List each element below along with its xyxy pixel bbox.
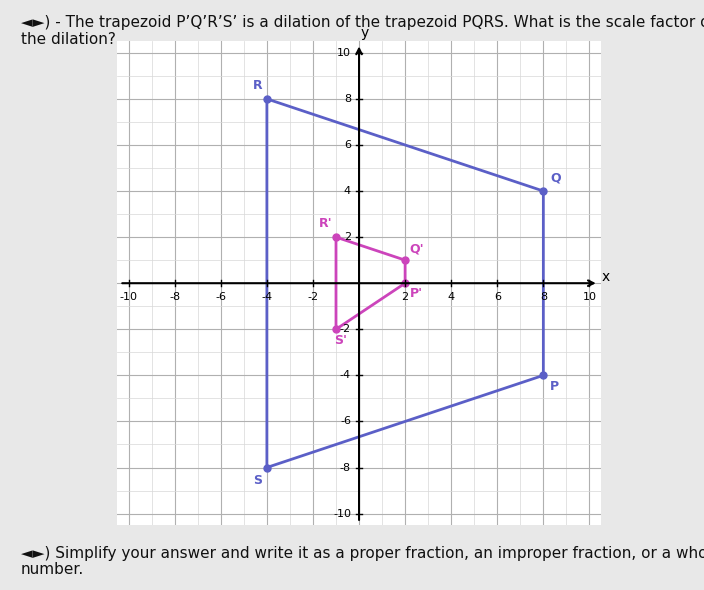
Text: ◄►) ­ The trapezoid P’Q’R’S’ is a dilation of the trapezoid PQRS. What is the sc: ◄►) ­ The trapezoid P’Q’R’S’ is a dilati… <box>21 15 704 30</box>
Text: Q': Q' <box>410 242 425 255</box>
Text: Q: Q <box>551 171 561 184</box>
Text: 2: 2 <box>401 293 409 303</box>
Text: the dilation?: the dilation? <box>21 32 116 47</box>
Text: 4: 4 <box>448 293 455 303</box>
Text: -6: -6 <box>340 417 351 427</box>
Text: 10: 10 <box>582 293 596 303</box>
Text: -4: -4 <box>261 293 272 303</box>
Text: 4: 4 <box>344 186 351 196</box>
Text: -8: -8 <box>169 293 180 303</box>
Text: x: x <box>602 270 610 284</box>
Text: 10: 10 <box>337 48 351 58</box>
Text: -4: -4 <box>340 371 351 381</box>
Text: number.: number. <box>21 562 84 576</box>
Text: -2: -2 <box>340 324 351 335</box>
Text: 8: 8 <box>540 293 547 303</box>
Text: 6: 6 <box>494 293 501 303</box>
Text: -6: -6 <box>215 293 226 303</box>
Text: -2: -2 <box>308 293 318 303</box>
Text: ◄►) Simplify your answer and write it as a proper fraction, an improper fraction: ◄►) Simplify your answer and write it as… <box>21 546 704 560</box>
Text: R: R <box>253 79 263 92</box>
Text: S': S' <box>334 334 346 347</box>
Text: -10: -10 <box>333 509 351 519</box>
Text: S: S <box>253 474 263 487</box>
Text: -8: -8 <box>340 463 351 473</box>
Text: -10: -10 <box>120 293 138 303</box>
Text: P: P <box>551 380 560 393</box>
Text: 2: 2 <box>344 232 351 242</box>
Text: 8: 8 <box>344 94 351 104</box>
Text: y: y <box>360 26 369 40</box>
Text: R': R' <box>319 217 332 230</box>
Text: 6: 6 <box>344 140 351 150</box>
Text: P': P' <box>410 287 423 300</box>
